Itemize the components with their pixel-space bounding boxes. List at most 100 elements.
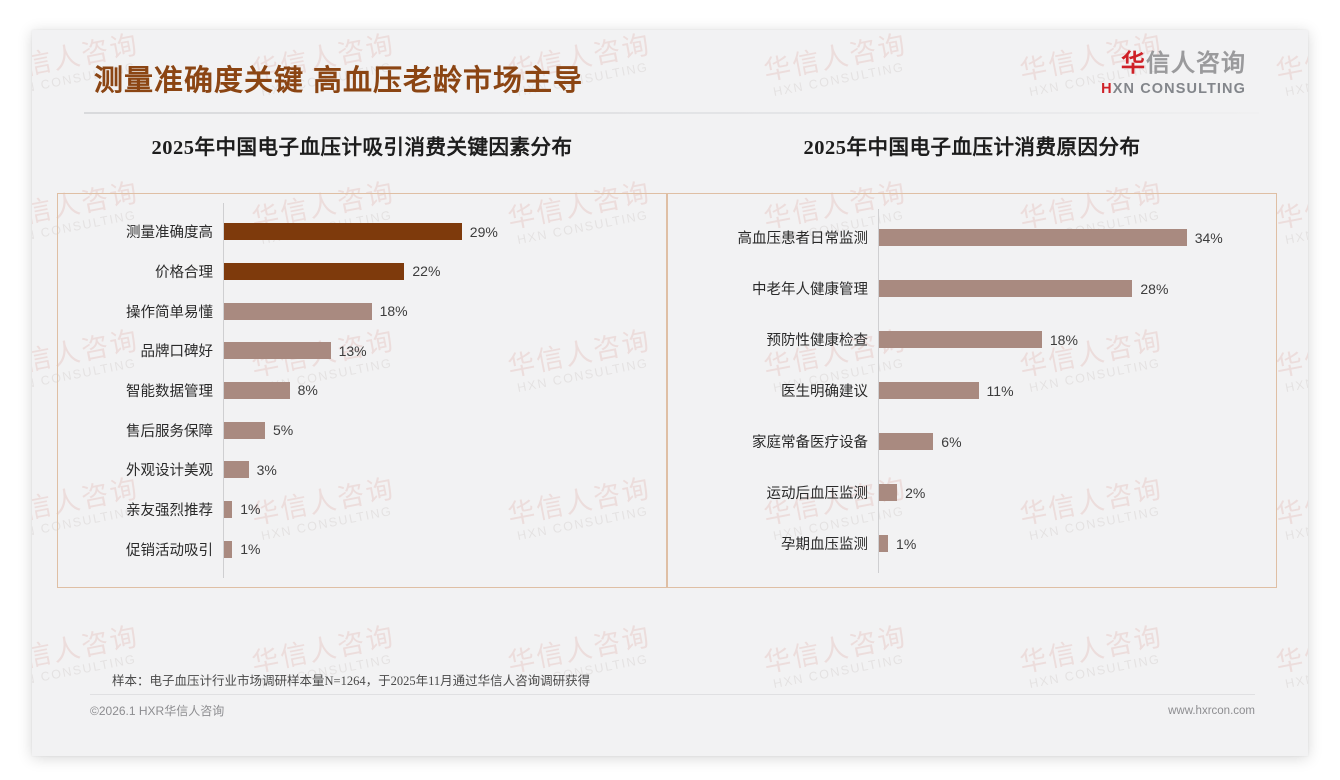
bar-category-label: 外观设计美观 <box>126 463 213 480</box>
bar-row: 预防性健康检查 18% <box>668 310 1276 369</box>
bar-track: 18% <box>224 302 666 320</box>
bar <box>224 223 462 241</box>
bar <box>879 433 934 450</box>
bar-row: 医生明确建议 11% <box>668 361 1276 420</box>
bar <box>224 381 290 399</box>
bar-track: 11% <box>879 382 1276 399</box>
bar <box>224 461 249 479</box>
bar <box>224 262 405 280</box>
bar-track: 3% <box>224 461 666 479</box>
bar-track: 34% <box>879 229 1276 246</box>
bar-category-label: 家庭常备医疗设备 <box>752 435 868 451</box>
bar-track: 1% <box>224 540 666 558</box>
category-axis-line <box>223 480 224 539</box>
bar-row: 孕期血压监测 1% <box>668 514 1276 573</box>
brand-logo-en: HXN CONSULTING <box>1101 82 1246 97</box>
brand-logo-cn-rest: 信人咨询 <box>1146 50 1246 77</box>
bar-row: 中老年人健康管理 28% <box>668 259 1276 318</box>
bar-category-label: 智能数据管理 <box>126 383 213 400</box>
header-divider <box>84 112 1259 114</box>
brand-logo-en-rest: XN CONSULTING <box>1112 81 1246 97</box>
bar-category-label: 亲友强烈推荐 <box>126 502 213 519</box>
bar <box>224 500 233 518</box>
chart-title-left: 2025年中国电子血压计吸引消费关键因素分布 <box>151 137 573 159</box>
bar-track: 28% <box>879 280 1276 297</box>
bar <box>879 535 889 552</box>
bar-category-label: 高血压患者日常监测 <box>737 231 869 247</box>
brand-logo-cn: 华信人咨询 <box>1101 52 1246 76</box>
page-title: 测量准确度关键 高血压老龄市场主导 <box>94 65 584 97</box>
bar-category-label: 品牌口碑好 <box>140 344 214 361</box>
slide-canvas: 华信人咨询 HXN CONSULTING 华信人咨询 HXN CONSULTING 华信… <box>32 30 1308 756</box>
bar <box>224 540 233 558</box>
footer-website[interactable]: www.hxrcon.com <box>1168 704 1255 717</box>
bar-category-label: 医生明确建议 <box>781 384 868 400</box>
bar-track: 5% <box>224 421 666 439</box>
footer-copyright: ©2026.1 HXR华信人咨询 <box>90 704 225 718</box>
bar-row: 智能数据管理 8% <box>58 361 666 420</box>
bar-value-label: 5% <box>273 422 294 439</box>
bar-value-label: 1% <box>240 541 261 558</box>
bar-row: 价格合理 22% <box>58 242 666 301</box>
bar <box>879 382 979 399</box>
brand-logo-en-highlight: H <box>1101 81 1113 97</box>
footer-divider <box>90 694 1255 695</box>
bar-row: 高血压患者日常监测 34% <box>668 208 1276 267</box>
bar-category-label: 中老年人健康管理 <box>752 282 868 298</box>
bar <box>879 331 1042 348</box>
bar-category-label: 运动后血压监测 <box>766 486 869 502</box>
category-axis-line <box>878 412 879 471</box>
brand-logo-cn-highlight: 华 <box>1121 50 1146 77</box>
category-axis-line <box>223 520 224 579</box>
bar-track: 29% <box>224 223 666 241</box>
bar-value-label: 18% <box>379 303 408 320</box>
category-axis-line <box>878 361 879 420</box>
bar-row: 品牌口碑好 13% <box>58 321 666 380</box>
bar-track: 13% <box>224 342 666 360</box>
bar-track: 18% <box>879 331 1276 348</box>
bar-value-label: 34% <box>1194 229 1223 246</box>
category-axis-line <box>223 440 224 499</box>
bar-track: 22% <box>224 262 666 280</box>
bar-category-label: 售后服务保障 <box>126 423 213 440</box>
chart-panel-left: 测量准确度高 29% 价格合理 22% 操作简单易懂 18% 品牌口碑好 13% 智能数据管理 8… <box>57 193 667 588</box>
bar-category-label: 预防性健康检查 <box>766 333 869 349</box>
chart-title-right: 2025年中国电子血压计消费原因分布 <box>803 137 1141 159</box>
category-axis-line <box>878 514 879 573</box>
bar-row: 促销活动吸引 1% <box>58 520 666 579</box>
bar-value-label: 1% <box>896 535 917 552</box>
bar-category-label: 促销活动吸引 <box>126 542 213 559</box>
bar-row: 外观设计美观 3% <box>58 440 666 499</box>
bar-row: 运动后血压监测 2% <box>668 463 1276 522</box>
bar-row: 测量准确度高 29% <box>58 202 666 261</box>
bar <box>879 229 1187 246</box>
chart-panel-right: 高血压患者日常监测 34% 中老年人健康管理 28% 预防性健康检查 18% 医生明确建议 1… <box>667 193 1277 588</box>
category-axis-line <box>223 361 224 420</box>
bar-track: 1% <box>224 500 666 518</box>
bar-value-label: 8% <box>297 382 318 399</box>
bar-value-label: 18% <box>1049 331 1078 348</box>
bar <box>224 342 331 360</box>
bar <box>224 421 265 439</box>
bar-value-label: 29% <box>469 223 498 240</box>
bar-row: 操作简单易懂 18% <box>58 282 666 341</box>
bar-value-label: 28% <box>1140 280 1169 297</box>
slide-header: 测量准确度关键 高血压老龄市场主导 华信人咨询 HXN CONSULTING <box>32 30 1308 114</box>
bar <box>224 302 372 320</box>
bar-row: 售后服务保障 5% <box>58 401 666 460</box>
bar-track: 2% <box>879 484 1276 501</box>
bar-track: 8% <box>224 381 666 399</box>
bar-track: 1% <box>879 535 1276 552</box>
chart-column-left: 2025年中国电子血压计吸引消费关键因素分布 测量准确度高 29% 价格合理 22% 操… <box>57 130 667 588</box>
category-axis-line <box>878 463 879 522</box>
bar-list-left: 测量准确度高 29% 价格合理 22% 操作简单易懂 18% 品牌口碑好 13% 智能数据管理 8… <box>58 202 666 579</box>
bar-value-label: 1% <box>240 501 261 518</box>
category-axis-line <box>878 259 879 318</box>
category-axis-line <box>223 242 224 301</box>
bar-value-label: 13% <box>338 342 367 359</box>
bar-row: 家庭常备医疗设备 6% <box>668 412 1276 471</box>
bar-category-label: 操作简单易懂 <box>126 304 213 321</box>
